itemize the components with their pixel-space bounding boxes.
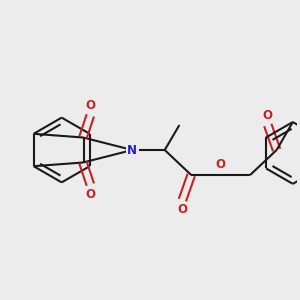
- Text: O: O: [263, 109, 273, 122]
- Text: N: N: [127, 143, 137, 157]
- Text: O: O: [177, 203, 188, 216]
- Text: O: O: [85, 188, 95, 200]
- Text: O: O: [216, 158, 226, 171]
- Text: O: O: [85, 100, 95, 112]
